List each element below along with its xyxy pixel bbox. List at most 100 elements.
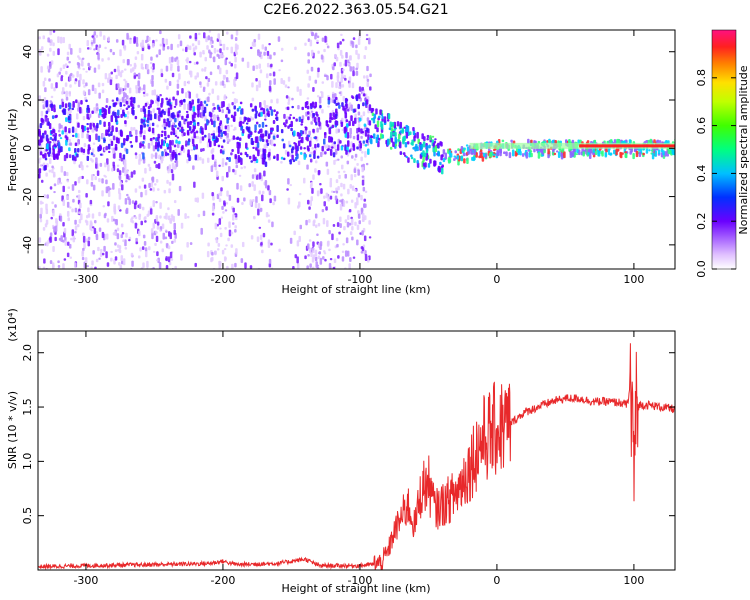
spectrogram-cell: [127, 196, 130, 201]
spectrogram-cell: [250, 160, 253, 163]
spectrogram-cell: [112, 149, 115, 154]
spectrogram-cell: [202, 86, 206, 90]
spectrogram-cell: [97, 64, 101, 70]
spectrogram-cell: [196, 197, 199, 203]
spectrogram-cell: [339, 216, 342, 222]
spectrogram-cell: [275, 113, 278, 117]
spectrogram-cell: [161, 37, 165, 45]
spectrogram-cell: [77, 102, 81, 108]
spectrogram-cell: [432, 142, 436, 149]
spectrogram-cell: [105, 132, 109, 136]
spectrogram-cell: [615, 148, 618, 156]
spectrogram-cell: [334, 148, 338, 155]
spectrogram-cell: [503, 151, 506, 155]
spectrogram-cell: [273, 109, 276, 113]
spectrogram-cell: [653, 139, 656, 144]
spectrogram-cell: [352, 37, 356, 41]
spectrogram-cell: [289, 159, 292, 165]
y-tick-label: 20: [21, 93, 34, 107]
spectrogram-cell: [195, 143, 198, 150]
spectrogram-cell: [343, 74, 347, 78]
spectrogram-cell: [60, 76, 63, 82]
spectrogram-cell: [141, 39, 145, 47]
spectrogram-cell: [235, 30, 239, 36]
spectrogram-cell: [163, 189, 167, 194]
spectrogram-cell: [320, 90, 323, 94]
spectrogram-cell: [124, 93, 127, 98]
spectrogram-cell: [101, 178, 104, 184]
spectrogram-cell: [136, 51, 140, 55]
spectrogram-cell: [134, 222, 138, 229]
spectrogram-cell: [590, 141, 593, 144]
spectrogram-cell: [306, 97, 310, 100]
spectrogram-cell: [651, 152, 655, 160]
spectrogram-cell: [225, 57, 228, 60]
spectrogram-cell: [228, 229, 232, 237]
spectrogram-cell: [123, 104, 126, 107]
spectrogram-cell: [218, 218, 222, 225]
spectrogram-cell: [339, 203, 343, 211]
spectrogram-cell: [537, 151, 541, 159]
spectrogram-cell: [365, 139, 369, 143]
spectrogram-cell: [348, 208, 352, 213]
spectrogram-cell: [113, 203, 116, 210]
spectrogram-cell: [130, 134, 133, 137]
spectrogram-cell: [185, 115, 189, 119]
spectrogram-cell: [67, 217, 70, 222]
spectrogram-cell: [257, 149, 260, 157]
spectrogram-cell: [363, 55, 366, 60]
spectrogram-cell: [328, 120, 332, 123]
spectrogram-cell: [351, 155, 354, 159]
spectrogram-cell: [147, 129, 151, 132]
spectrogram-cell: [284, 84, 288, 88]
spectrogram-cell: [487, 148, 491, 152]
spectrogram-cell: [328, 248, 331, 252]
spectrogram-cell: [77, 189, 81, 194]
spectrogram-cell: [139, 247, 142, 252]
spectrogram-cell: [232, 91, 235, 94]
spectrogram-cell: [261, 190, 265, 195]
spectrogram-cell: [68, 43, 71, 50]
spectrogram-cell: [200, 148, 203, 153]
spectrogram-cell: [151, 100, 154, 104]
spectrogram-cell: [363, 93, 366, 97]
spectrogram-cell: [264, 124, 268, 127]
spectrogram-cell: [112, 111, 115, 116]
spectrogram-cell: [118, 170, 122, 176]
spectrogram-cell: [308, 130, 311, 136]
spectrogram-cell: [169, 251, 173, 259]
spectrogram-cell: [266, 142, 270, 147]
spectrogram-cell: [63, 154, 67, 162]
spectrogram-cell: [432, 147, 435, 153]
spectrogram-cell: [146, 124, 150, 127]
spectrogram-cell: [123, 78, 126, 82]
spectrogram-cell: [172, 132, 176, 136]
spectrogram-cell: [149, 62, 153, 65]
spectrogram-cell: [74, 78, 78, 82]
spectrogram-cell: [77, 55, 80, 58]
spectrogram-cell: [248, 155, 252, 160]
spectrogram-cell: [427, 163, 431, 168]
spectrogram-cell: [327, 148, 330, 151]
spectrogram-cell: [170, 112, 174, 118]
spectrogram-cell: [129, 39, 132, 44]
spectrogram-cell: [337, 186, 340, 191]
spectrogram-cell: [50, 39, 53, 44]
spectrogram-cell: [260, 111, 263, 117]
spectrogram-cell: [368, 120, 372, 126]
spectrogram-cell: [162, 46, 165, 51]
spectrogram-cell: [91, 128, 94, 133]
spectrogram-cell: [185, 92, 188, 98]
spectrogram-cell: [222, 43, 226, 51]
spectrogram-cell: [117, 205, 121, 211]
spectrogram-cell: [156, 221, 160, 226]
spectrogram-cell: [238, 143, 241, 149]
spectrogram-cell: [347, 215, 350, 220]
spectrogram-cell: [376, 120, 380, 128]
spectrogram-cell: [404, 142, 408, 148]
spectrogram-cell: [323, 74, 327, 78]
spectrogram-cell: [165, 212, 168, 220]
spectrogram-cell: [211, 205, 215, 212]
spectrogram-cell: [91, 226, 95, 229]
spectrogram-cell: [253, 168, 257, 173]
